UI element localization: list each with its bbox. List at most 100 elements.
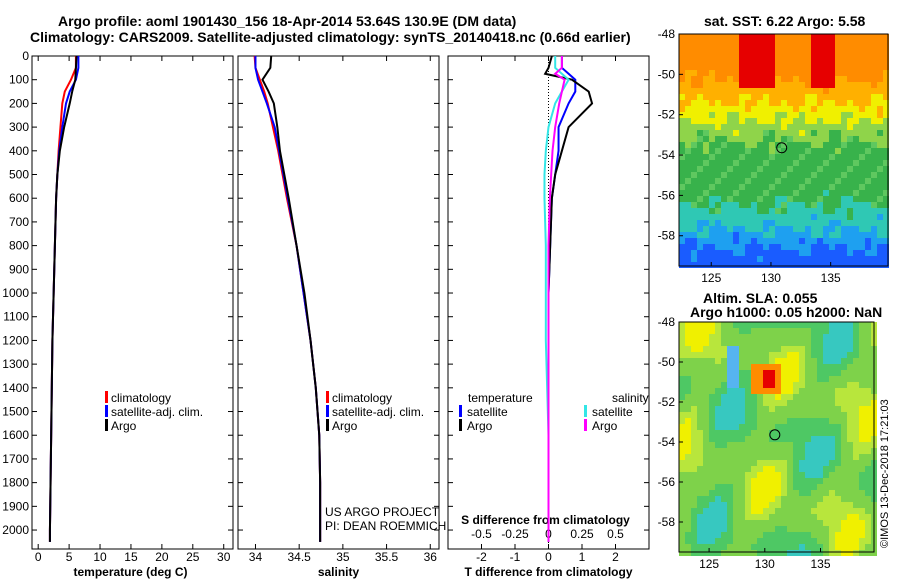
sst-map-cell — [811, 154, 817, 160]
sla-map-cell — [823, 508, 829, 514]
sst-map-cell — [715, 142, 721, 148]
sst-map-cell — [727, 76, 733, 82]
sst-map-cell — [775, 196, 781, 202]
sla-map-cell — [859, 436, 865, 442]
sla-map-cell — [811, 472, 817, 478]
sst-map-cell — [763, 148, 769, 154]
sst-map-cell — [763, 64, 769, 70]
sla-map-cell — [823, 418, 829, 424]
sst-map-cell — [871, 82, 877, 88]
sst-map-cell — [727, 208, 733, 214]
sla-map-cell — [721, 400, 727, 406]
sla-map-cell — [859, 388, 865, 394]
sla-map-cell — [835, 334, 841, 340]
sla-map-cell — [847, 532, 853, 538]
sst-map-cell — [787, 232, 793, 238]
sst-map-cell — [679, 244, 685, 250]
sst-map-cell — [685, 124, 691, 130]
sst-map-cell — [697, 232, 703, 238]
sst-map-cell — [883, 142, 889, 148]
sla-map-cell — [823, 496, 829, 502]
sst-map-cell — [715, 112, 721, 118]
sla-map-cell — [805, 400, 811, 406]
sst-map-cell — [697, 178, 703, 184]
sla-map-cell — [811, 550, 817, 556]
sla-map-cell — [799, 370, 805, 376]
sst-map-cell — [721, 100, 727, 106]
sla-map-cell — [865, 406, 871, 412]
sst-map-cell — [871, 76, 877, 82]
sla-map-cell — [829, 352, 835, 358]
sla-map-cell — [847, 484, 853, 490]
sla-map-cell — [829, 544, 835, 550]
sst-map-cell — [871, 130, 877, 136]
sla-map-cell — [847, 514, 853, 520]
sst-map-cell — [769, 46, 775, 52]
sst-map-cell — [793, 100, 799, 106]
sla-map-cell — [781, 490, 787, 496]
sst-map-cell — [715, 76, 721, 82]
sst-map-cell — [793, 106, 799, 112]
sla-map-cell — [763, 358, 769, 364]
sla-map-cell — [739, 466, 745, 472]
sst-map-cell — [859, 112, 865, 118]
sst-map-cell — [715, 154, 721, 160]
sla-map-cell — [679, 436, 685, 442]
sst-map-cell — [877, 130, 883, 136]
sla-map-cell — [715, 544, 721, 550]
sst-map-cell — [763, 244, 769, 250]
sst-map-cell — [799, 58, 805, 64]
sst-map-cell — [709, 190, 715, 196]
sst-map-cell — [721, 172, 727, 178]
sst-map-cell — [709, 196, 715, 202]
sst-map-cell — [781, 52, 787, 58]
sla-map-cell — [793, 388, 799, 394]
sla-map-cell — [841, 400, 847, 406]
sst-map-cell — [727, 154, 733, 160]
sst-map-cell — [871, 112, 877, 118]
sst-map-cell — [703, 106, 709, 112]
sst-map-cell — [757, 40, 763, 46]
sst-map-cell — [715, 100, 721, 106]
sla-map-cell — [697, 484, 703, 490]
sst-map-cell — [805, 64, 811, 70]
sla-map-cell — [775, 520, 781, 526]
sla-map-cell — [685, 502, 691, 508]
sla-map-cell — [823, 550, 829, 556]
sla-map-cell — [823, 406, 829, 412]
sst-map-cell — [763, 178, 769, 184]
sla-map-cell — [811, 352, 817, 358]
sla-map-cell — [841, 520, 847, 526]
sla-map-cell — [745, 538, 751, 544]
sla-map-cell — [829, 430, 835, 436]
sla-map-cell — [745, 364, 751, 370]
sst-map-cell — [781, 232, 787, 238]
sla-map-cell — [757, 358, 763, 364]
sla-map-cell — [829, 394, 835, 400]
sla-map-cell — [745, 454, 751, 460]
sla-map-cell — [799, 478, 805, 484]
sla-map-cell — [811, 340, 817, 346]
sst-map-cell — [691, 64, 697, 70]
sst-map-cell — [769, 106, 775, 112]
sst-map-cell — [859, 40, 865, 46]
sst-map-cell — [763, 46, 769, 52]
sst-map-cell — [817, 148, 823, 154]
sla-map-cell — [823, 514, 829, 520]
sla-map-cell — [829, 448, 835, 454]
sst-map-cell — [697, 64, 703, 70]
sst-lat-tick-label: -56 — [658, 188, 676, 202]
sla-map-cell — [865, 394, 871, 400]
sla-map-cell — [805, 502, 811, 508]
sla-map-cell — [739, 340, 745, 346]
sst-map-cell — [775, 136, 781, 142]
sla-map-cell — [847, 472, 853, 478]
sla-map-cell — [787, 448, 793, 454]
sst-map-cell — [883, 76, 889, 82]
sla-map-cell — [715, 484, 721, 490]
sst-map-cell — [769, 148, 775, 154]
sst-map-cell — [817, 124, 823, 130]
sla-map-cell — [841, 418, 847, 424]
sst-map-cell — [877, 34, 883, 40]
sst-map-cell — [763, 34, 769, 40]
